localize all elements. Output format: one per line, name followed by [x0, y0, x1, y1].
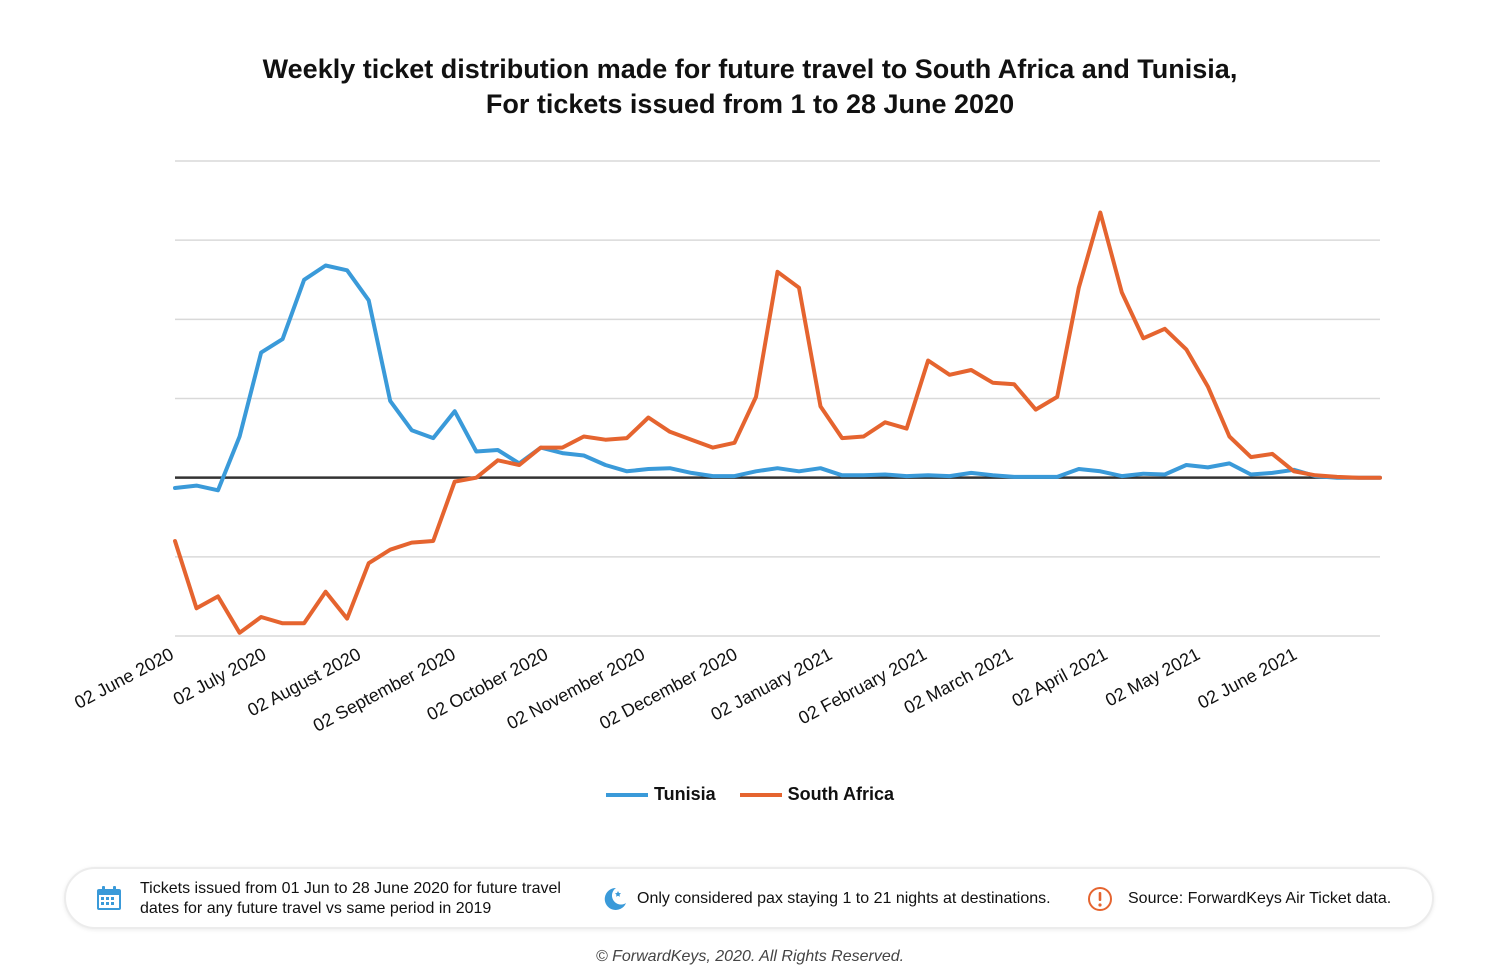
x-tick-label: 02 April 2021	[1009, 644, 1111, 711]
footer-note-tickets-issued: Tickets issued from 01 Jun to 28 June 20…	[140, 880, 561, 917]
legend-swatch-tunisia	[605, 792, 648, 797]
moon-icon	[604, 887, 626, 910]
footer-notes-box: Tickets issued from 01 Jun to 28 June 20…	[64, 867, 1434, 929]
copyright-notice: © ForwardKeys, 2020. All Rights Reserved…	[595, 948, 905, 965]
series-layer	[173, 210, 1382, 635]
series-line-tunisia	[173, 263, 1382, 493]
warning-icon	[1088, 887, 1112, 911]
series-line-south-africa	[173, 210, 1382, 635]
footer-note-source: Source: ForwardKeys Air Ticket data.	[1128, 890, 1392, 907]
legend-item-south-africa: South Africa	[739, 784, 895, 805]
x-tick-label: 02 June 2020	[71, 644, 177, 713]
legend-label-south-africa: South Africa	[787, 784, 895, 804]
chart-title-line-2: For tickets issued from 1 to 28 June 202…	[485, 89, 1015, 119]
chart-legend: Tunisia South Africa	[0, 784, 1500, 805]
legend-item-tunisia: Tunisia	[605, 784, 716, 805]
chart-title-line-1: Weekly ticket distribution made for futu…	[262, 54, 1238, 84]
legend-swatch-south-africa	[739, 792, 782, 797]
calendar-icon	[97, 886, 121, 910]
footer-note-nights: Only considered pax staying 1 to 21 nigh…	[637, 890, 1051, 907]
gridlines	[175, 160, 1380, 637]
x-tick-label: 02 June 2021	[1194, 644, 1300, 713]
chart-title: Weekly ticket distribution made for futu…	[0, 52, 1500, 122]
legend-label-tunisia: Tunisia	[653, 784, 716, 804]
x-tick-label: 02 May 2021	[1102, 644, 1203, 711]
